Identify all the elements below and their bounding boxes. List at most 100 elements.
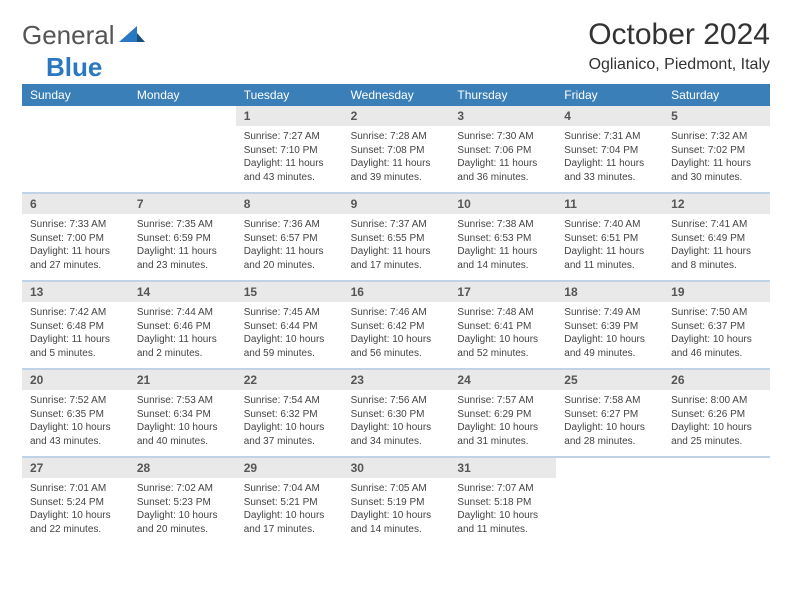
day-cell: Sunrise: 7:32 AMSunset: 7:02 PMDaylight:… [663, 126, 770, 192]
weekday-mon: Monday [129, 84, 236, 106]
day-number: 17 [449, 280, 556, 302]
daylight-text: Daylight: 10 hours and 49 minutes. [564, 333, 655, 360]
day-number: 2 [343, 106, 450, 126]
sunset-text: Sunset: 6:51 PM [564, 232, 655, 246]
day-cell: Sunrise: 7:35 AMSunset: 6:59 PMDaylight:… [129, 214, 236, 280]
sunset-text: Sunset: 6:42 PM [351, 320, 442, 334]
sunset-text: Sunset: 6:59 PM [137, 232, 228, 246]
day-number: 3 [449, 106, 556, 126]
daylight-text: Daylight: 11 hours and 17 minutes. [351, 245, 442, 272]
day-cell: Sunrise: 7:57 AMSunset: 6:29 PMDaylight:… [449, 390, 556, 456]
day-number: 4 [556, 106, 663, 126]
sunrise-text: Sunrise: 7:53 AM [137, 394, 228, 408]
day-cell [556, 478, 663, 544]
sunset-text: Sunset: 5:23 PM [137, 496, 228, 510]
weekday-thu: Thursday [449, 84, 556, 106]
sunset-text: Sunset: 6:39 PM [564, 320, 655, 334]
day-cell: Sunrise: 7:58 AMSunset: 6:27 PMDaylight:… [556, 390, 663, 456]
sunset-text: Sunset: 6:30 PM [351, 408, 442, 422]
day-number: 7 [129, 192, 236, 214]
sunrise-text: Sunrise: 7:31 AM [564, 130, 655, 144]
day-number: 6 [22, 192, 129, 214]
day-number: 23 [343, 368, 450, 390]
day-cell: Sunrise: 8:00 AMSunset: 6:26 PMDaylight:… [663, 390, 770, 456]
day-cell: Sunrise: 7:44 AMSunset: 6:46 PMDaylight:… [129, 302, 236, 368]
day-number: 5 [663, 106, 770, 126]
daylight-text: Daylight: 10 hours and 28 minutes. [564, 421, 655, 448]
day-cell: Sunrise: 7:54 AMSunset: 6:32 PMDaylight:… [236, 390, 343, 456]
day-cell: Sunrise: 7:37 AMSunset: 6:55 PMDaylight:… [343, 214, 450, 280]
day-cell: Sunrise: 7:28 AMSunset: 7:08 PMDaylight:… [343, 126, 450, 192]
day-cell: Sunrise: 7:04 AMSunset: 5:21 PMDaylight:… [236, 478, 343, 544]
calendar-grid: 12345Sunrise: 7:27 AMSunset: 7:10 PMDayl… [22, 106, 770, 544]
sunrise-text: Sunrise: 7:36 AM [244, 218, 335, 232]
day-cell: Sunrise: 7:30 AMSunset: 7:06 PMDaylight:… [449, 126, 556, 192]
daylight-text: Daylight: 10 hours and 11 minutes. [457, 509, 548, 536]
sunrise-text: Sunrise: 7:45 AM [244, 306, 335, 320]
sunset-text: Sunset: 5:19 PM [351, 496, 442, 510]
sunset-text: Sunset: 6:55 PM [351, 232, 442, 246]
sunrise-text: Sunrise: 7:01 AM [30, 482, 121, 496]
day-number: 16 [343, 280, 450, 302]
day-number: 31 [449, 456, 556, 478]
sunset-text: Sunset: 6:35 PM [30, 408, 121, 422]
daylight-text: Daylight: 10 hours and 40 minutes. [137, 421, 228, 448]
sunrise-text: Sunrise: 7:52 AM [30, 394, 121, 408]
sunrise-text: Sunrise: 7:49 AM [564, 306, 655, 320]
logo-triangle-icon [119, 18, 145, 49]
daylight-text: Daylight: 11 hours and 36 minutes. [457, 157, 548, 184]
daylight-text: Daylight: 10 hours and 25 minutes. [671, 421, 762, 448]
day-cell: Sunrise: 7:49 AMSunset: 6:39 PMDaylight:… [556, 302, 663, 368]
day-number: 20 [22, 368, 129, 390]
day-cell: Sunrise: 7:40 AMSunset: 6:51 PMDaylight:… [556, 214, 663, 280]
sunrise-text: Sunrise: 7:54 AM [244, 394, 335, 408]
day-number: 15 [236, 280, 343, 302]
daylight-text: Daylight: 10 hours and 37 minutes. [244, 421, 335, 448]
day-number: 25 [556, 368, 663, 390]
weekday-header: Sunday Monday Tuesday Wednesday Thursday… [22, 84, 770, 106]
day-cell: Sunrise: 7:07 AMSunset: 5:18 PMDaylight:… [449, 478, 556, 544]
daylight-text: Daylight: 11 hours and 43 minutes. [244, 157, 335, 184]
sunrise-text: Sunrise: 7:35 AM [137, 218, 228, 232]
sunrise-text: Sunrise: 7:07 AM [457, 482, 548, 496]
day-number [556, 456, 663, 478]
day-number [22, 106, 129, 126]
sunset-text: Sunset: 6:26 PM [671, 408, 762, 422]
sunset-text: Sunset: 6:29 PM [457, 408, 548, 422]
day-cell: Sunrise: 7:41 AMSunset: 6:49 PMDaylight:… [663, 214, 770, 280]
daylight-text: Daylight: 10 hours and 14 minutes. [351, 509, 442, 536]
day-number: 24 [449, 368, 556, 390]
day-cell: Sunrise: 7:01 AMSunset: 5:24 PMDaylight:… [22, 478, 129, 544]
sunrise-text: Sunrise: 8:00 AM [671, 394, 762, 408]
sunrise-text: Sunrise: 7:27 AM [244, 130, 335, 144]
day-number: 18 [556, 280, 663, 302]
sunset-text: Sunset: 7:02 PM [671, 144, 762, 158]
day-cell: Sunrise: 7:53 AMSunset: 6:34 PMDaylight:… [129, 390, 236, 456]
sunrise-text: Sunrise: 7:48 AM [457, 306, 548, 320]
day-cell: Sunrise: 7:05 AMSunset: 5:19 PMDaylight:… [343, 478, 450, 544]
sunrise-text: Sunrise: 7:33 AM [30, 218, 121, 232]
day-number: 10 [449, 192, 556, 214]
day-cell: Sunrise: 7:31 AMSunset: 7:04 PMDaylight:… [556, 126, 663, 192]
day-cell: Sunrise: 7:56 AMSunset: 6:30 PMDaylight:… [343, 390, 450, 456]
daylight-text: Daylight: 10 hours and 52 minutes. [457, 333, 548, 360]
sunset-text: Sunset: 7:08 PM [351, 144, 442, 158]
sunset-text: Sunset: 7:04 PM [564, 144, 655, 158]
day-number [129, 106, 236, 126]
daylight-text: Daylight: 11 hours and 30 minutes. [671, 157, 762, 184]
sunrise-text: Sunrise: 7:04 AM [244, 482, 335, 496]
sunrise-text: Sunrise: 7:56 AM [351, 394, 442, 408]
month-title: October 2024 [588, 18, 770, 52]
sunset-text: Sunset: 6:41 PM [457, 320, 548, 334]
header: General October 2024 Oglianico, Piedmont… [22, 18, 770, 74]
day-cell: Sunrise: 7:38 AMSunset: 6:53 PMDaylight:… [449, 214, 556, 280]
sunrise-text: Sunrise: 7:32 AM [671, 130, 762, 144]
location: Oglianico, Piedmont, Italy [588, 56, 770, 74]
sunset-text: Sunset: 6:34 PM [137, 408, 228, 422]
day-number: 14 [129, 280, 236, 302]
day-number: 27 [22, 456, 129, 478]
day-number [663, 456, 770, 478]
weekday-sat: Saturday [663, 84, 770, 106]
daylight-text: Daylight: 11 hours and 2 minutes. [137, 333, 228, 360]
sunset-text: Sunset: 5:24 PM [30, 496, 121, 510]
